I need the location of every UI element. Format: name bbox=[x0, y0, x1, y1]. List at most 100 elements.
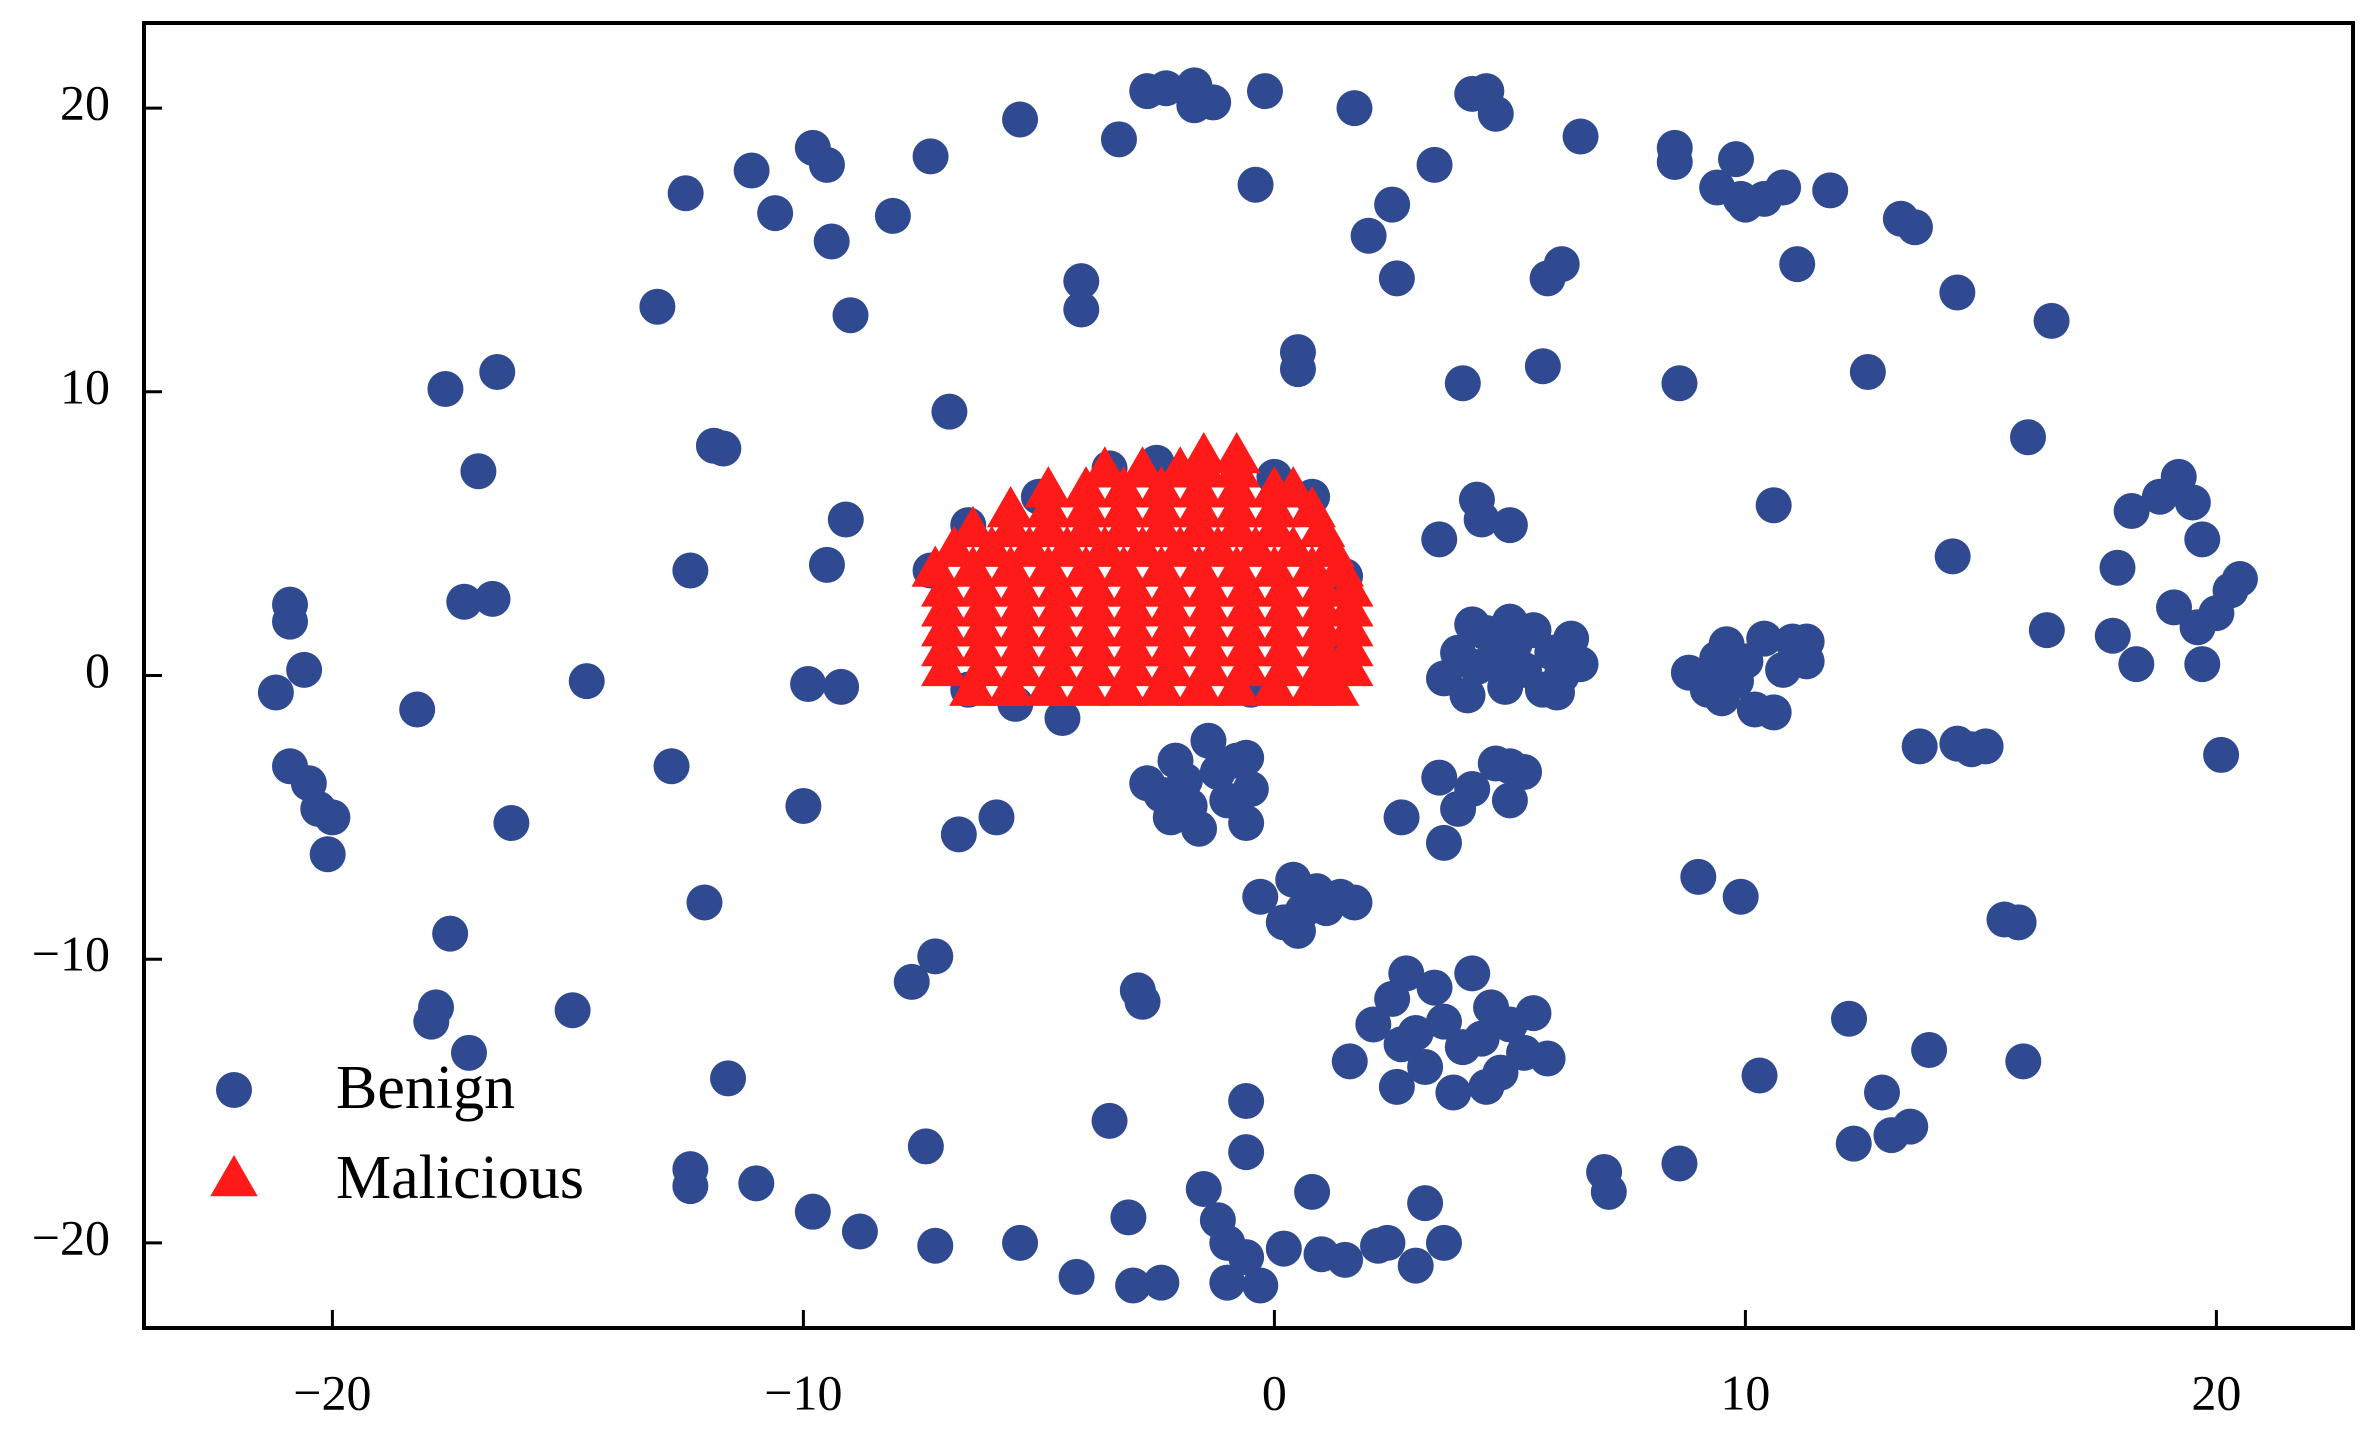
point bbox=[1506, 753, 1543, 790]
x-tick-label: −10 bbox=[764, 1364, 842, 1420]
point bbox=[710, 1060, 747, 1097]
point bbox=[1449, 677, 1486, 714]
point bbox=[2184, 646, 2221, 683]
point bbox=[1425, 824, 1462, 861]
point bbox=[917, 1227, 954, 1264]
legend-marker bbox=[216, 1072, 252, 1108]
point bbox=[1444, 365, 1481, 402]
point bbox=[757, 195, 794, 232]
point bbox=[1002, 101, 1039, 138]
point bbox=[1058, 1258, 1095, 1295]
point bbox=[827, 501, 864, 538]
legend-label: Benign bbox=[336, 1054, 515, 1122]
point bbox=[1680, 858, 1717, 895]
point bbox=[1181, 810, 1218, 847]
point bbox=[272, 603, 309, 640]
y-tick-label: −10 bbox=[32, 926, 110, 982]
point bbox=[672, 552, 709, 589]
point bbox=[1425, 1224, 1462, 1261]
axes: −20 −10 0 10 20 −20 −10 0 10 20 bbox=[32, 75, 2242, 1421]
point bbox=[1081, 446, 1129, 488]
point bbox=[2000, 904, 2037, 941]
point bbox=[1118, 446, 1167, 488]
point bbox=[1327, 1241, 1364, 1278]
point bbox=[2010, 419, 2047, 456]
point bbox=[1374, 186, 1411, 223]
point bbox=[1661, 365, 1698, 402]
point bbox=[1148, 70, 1185, 107]
point bbox=[432, 915, 469, 952]
point bbox=[1209, 1264, 1246, 1301]
point bbox=[1435, 1074, 1472, 1111]
point bbox=[907, 1128, 944, 1165]
point bbox=[1656, 129, 1693, 166]
point bbox=[1242, 1267, 1279, 1304]
point bbox=[1934, 538, 1971, 575]
point bbox=[1590, 1173, 1627, 1210]
point bbox=[1237, 166, 1274, 203]
point bbox=[1741, 1057, 1778, 1094]
point bbox=[2203, 736, 2240, 773]
point bbox=[1242, 878, 1279, 915]
point bbox=[1421, 759, 1458, 796]
legend-label: Malicious bbox=[336, 1144, 584, 1212]
point bbox=[808, 546, 845, 583]
point bbox=[790, 666, 827, 703]
point bbox=[653, 748, 690, 785]
point bbox=[686, 884, 723, 921]
point bbox=[1407, 1049, 1444, 1085]
point bbox=[1190, 722, 1227, 759]
point bbox=[1002, 1224, 1039, 1261]
point bbox=[1269, 466, 1317, 508]
point bbox=[813, 223, 850, 260]
point bbox=[1228, 1083, 1265, 1120]
point bbox=[667, 175, 704, 212]
point bbox=[1463, 1020, 1500, 1057]
point bbox=[978, 799, 1015, 836]
point bbox=[808, 146, 845, 183]
point bbox=[460, 453, 497, 490]
point bbox=[893, 963, 930, 1000]
y-tick-label: 0 bbox=[85, 642, 110, 698]
point bbox=[672, 1168, 709, 1205]
y-tick-label: 10 bbox=[60, 358, 110, 414]
point bbox=[1383, 1026, 1420, 1063]
point bbox=[1755, 694, 1792, 731]
point bbox=[286, 651, 323, 688]
point bbox=[1294, 1173, 1331, 1210]
y-tick-label: −20 bbox=[32, 1209, 110, 1265]
point bbox=[2099, 549, 2136, 586]
point bbox=[2118, 646, 2155, 683]
point bbox=[1152, 799, 1189, 836]
point bbox=[949, 505, 997, 548]
point bbox=[1124, 983, 1161, 1020]
point bbox=[1143, 1264, 1180, 1301]
point bbox=[1232, 770, 1269, 807]
point bbox=[1091, 1102, 1128, 1139]
point bbox=[1336, 90, 1373, 127]
point bbox=[1063, 291, 1100, 328]
point bbox=[917, 938, 954, 975]
point bbox=[1180, 432, 1228, 474]
point bbox=[1717, 141, 1754, 178]
point bbox=[309, 836, 346, 873]
point bbox=[1515, 995, 1552, 1032]
point bbox=[1529, 1040, 1566, 1077]
point bbox=[738, 1165, 775, 1202]
point bbox=[1863, 1074, 1900, 1111]
point bbox=[1388, 955, 1425, 992]
point bbox=[314, 799, 351, 836]
point bbox=[2156, 589, 2193, 626]
point bbox=[1468, 1068, 1505, 1105]
point bbox=[568, 663, 605, 700]
point bbox=[1491, 507, 1528, 544]
point bbox=[733, 152, 770, 189]
point bbox=[2028, 612, 2065, 649]
point bbox=[1901, 728, 1938, 765]
point bbox=[794, 1193, 831, 1230]
point bbox=[1779, 246, 1816, 283]
point bbox=[1425, 1003, 1462, 1040]
point bbox=[1892, 1108, 1929, 1145]
point bbox=[1562, 646, 1599, 683]
